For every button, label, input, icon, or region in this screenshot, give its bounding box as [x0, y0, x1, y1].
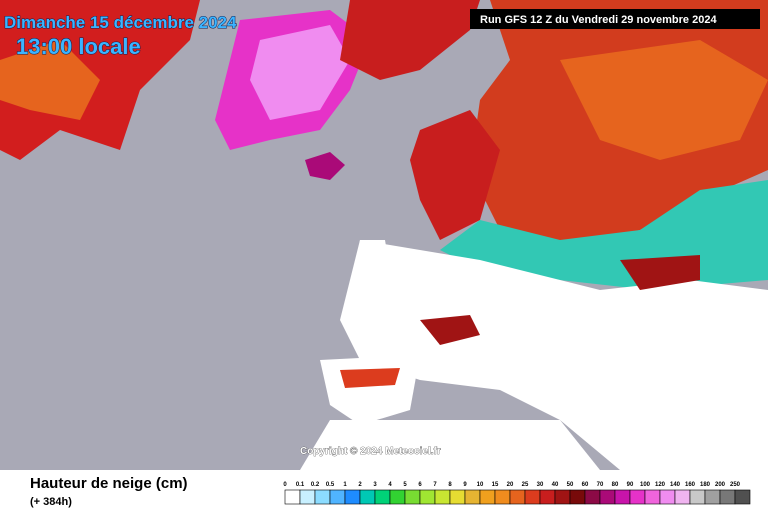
north-africa	[300, 420, 600, 470]
legend-label: 100	[640, 482, 651, 488]
legend-swatch	[644, 489, 661, 505]
legend-label: 80	[612, 482, 619, 488]
legend-swatch	[299, 489, 316, 505]
legend-label: 70	[597, 482, 604, 488]
iceland	[305, 152, 345, 180]
legend-swatch	[719, 489, 736, 505]
legend-label: 0.1	[296, 482, 305, 488]
arctic-ice	[340, 0, 480, 80]
greenland-core	[250, 25, 350, 120]
scandinavia	[410, 110, 500, 240]
britain	[355, 240, 395, 305]
legend-label: 0.5	[326, 482, 335, 488]
run-box	[470, 9, 760, 29]
legend-label: 50	[567, 482, 574, 488]
legend-swatch	[479, 489, 496, 505]
legend-swatch	[734, 489, 751, 505]
legend-swatch	[329, 489, 346, 505]
legend-title: Hauteur de neige (cm)	[30, 475, 188, 492]
legend-subtitle: (+ 384h)	[30, 496, 72, 508]
legend: 0 0.1 0.2 0.5 1 2 3 4 5 6 7 8 9 10 15 20 25 30 40 50 60 70 80 9…	[283, 482, 751, 505]
legend-swatch	[434, 489, 451, 505]
legend-swatch	[344, 489, 361, 505]
legend-swatch	[704, 489, 721, 505]
legend-label: 0.2	[311, 482, 320, 488]
legend-swatch	[464, 489, 481, 505]
legend-swatch	[284, 489, 301, 505]
legend-swatch	[674, 489, 691, 505]
legend-swatch	[629, 489, 646, 505]
legend-label: 120	[655, 482, 666, 488]
legend-label: 2	[358, 482, 362, 488]
legend-label: 15	[492, 482, 499, 488]
date: Dimanche 15 décembre 2024	[4, 13, 237, 32]
legend-label: 140	[670, 482, 681, 488]
legend-swatch	[389, 489, 406, 505]
legend-swatch	[404, 489, 421, 505]
legend-swatch	[419, 489, 436, 505]
legend-label: 180	[700, 482, 711, 488]
legend-swatch	[599, 489, 616, 505]
legend-label: 1	[343, 482, 347, 488]
legend-swatch	[509, 489, 526, 505]
legend-swatch	[449, 489, 466, 505]
legend-label: 5	[403, 482, 407, 488]
legend-swatch	[614, 489, 631, 505]
run: Run GFS 12 Z du Vendredi 29 novembre 202…	[480, 14, 717, 26]
legend-label: 25	[522, 482, 529, 488]
legend-swatch	[569, 489, 586, 505]
legend-label: 160	[685, 482, 696, 488]
caucasus	[620, 255, 700, 290]
copyright: Copyright © 2024 Meteociel.fr	[300, 446, 441, 457]
legend-label: 200	[715, 482, 726, 488]
canada-snow-2	[0, 40, 100, 120]
middle-east	[590, 300, 768, 470]
legend-swatch	[314, 489, 331, 505]
map	[0, 0, 768, 470]
legend-swatch	[689, 489, 706, 505]
legend-swatch	[554, 489, 571, 505]
alps	[420, 315, 480, 345]
iberia-snow	[340, 368, 400, 388]
legend-label: 4	[388, 482, 392, 488]
legend-label: 90	[627, 482, 634, 488]
legend-label: 0	[283, 482, 287, 488]
legend-label: 7	[433, 482, 437, 488]
legend-label: 20	[507, 482, 514, 488]
legend-swatch	[539, 489, 556, 505]
legend-swatch	[524, 489, 541, 505]
legend-label: 250	[730, 482, 741, 488]
legend-swatch	[659, 489, 676, 505]
time: 13:00 locale	[16, 34, 141, 59]
legend-label: 3	[373, 482, 377, 488]
legend-label: 10	[477, 482, 484, 488]
legend-swatch	[374, 489, 391, 505]
legend-swatch	[584, 489, 601, 505]
legend-swatch	[494, 489, 511, 505]
legend-label: 6	[418, 482, 422, 488]
legend-swatch	[359, 489, 376, 505]
legend-label: 30	[537, 482, 544, 488]
legend-label: 40	[552, 482, 559, 488]
legend-label: 8	[448, 482, 452, 488]
legend-label: 9	[463, 482, 467, 488]
legend-label: 60	[582, 482, 589, 488]
russia-orange	[560, 40, 768, 160]
